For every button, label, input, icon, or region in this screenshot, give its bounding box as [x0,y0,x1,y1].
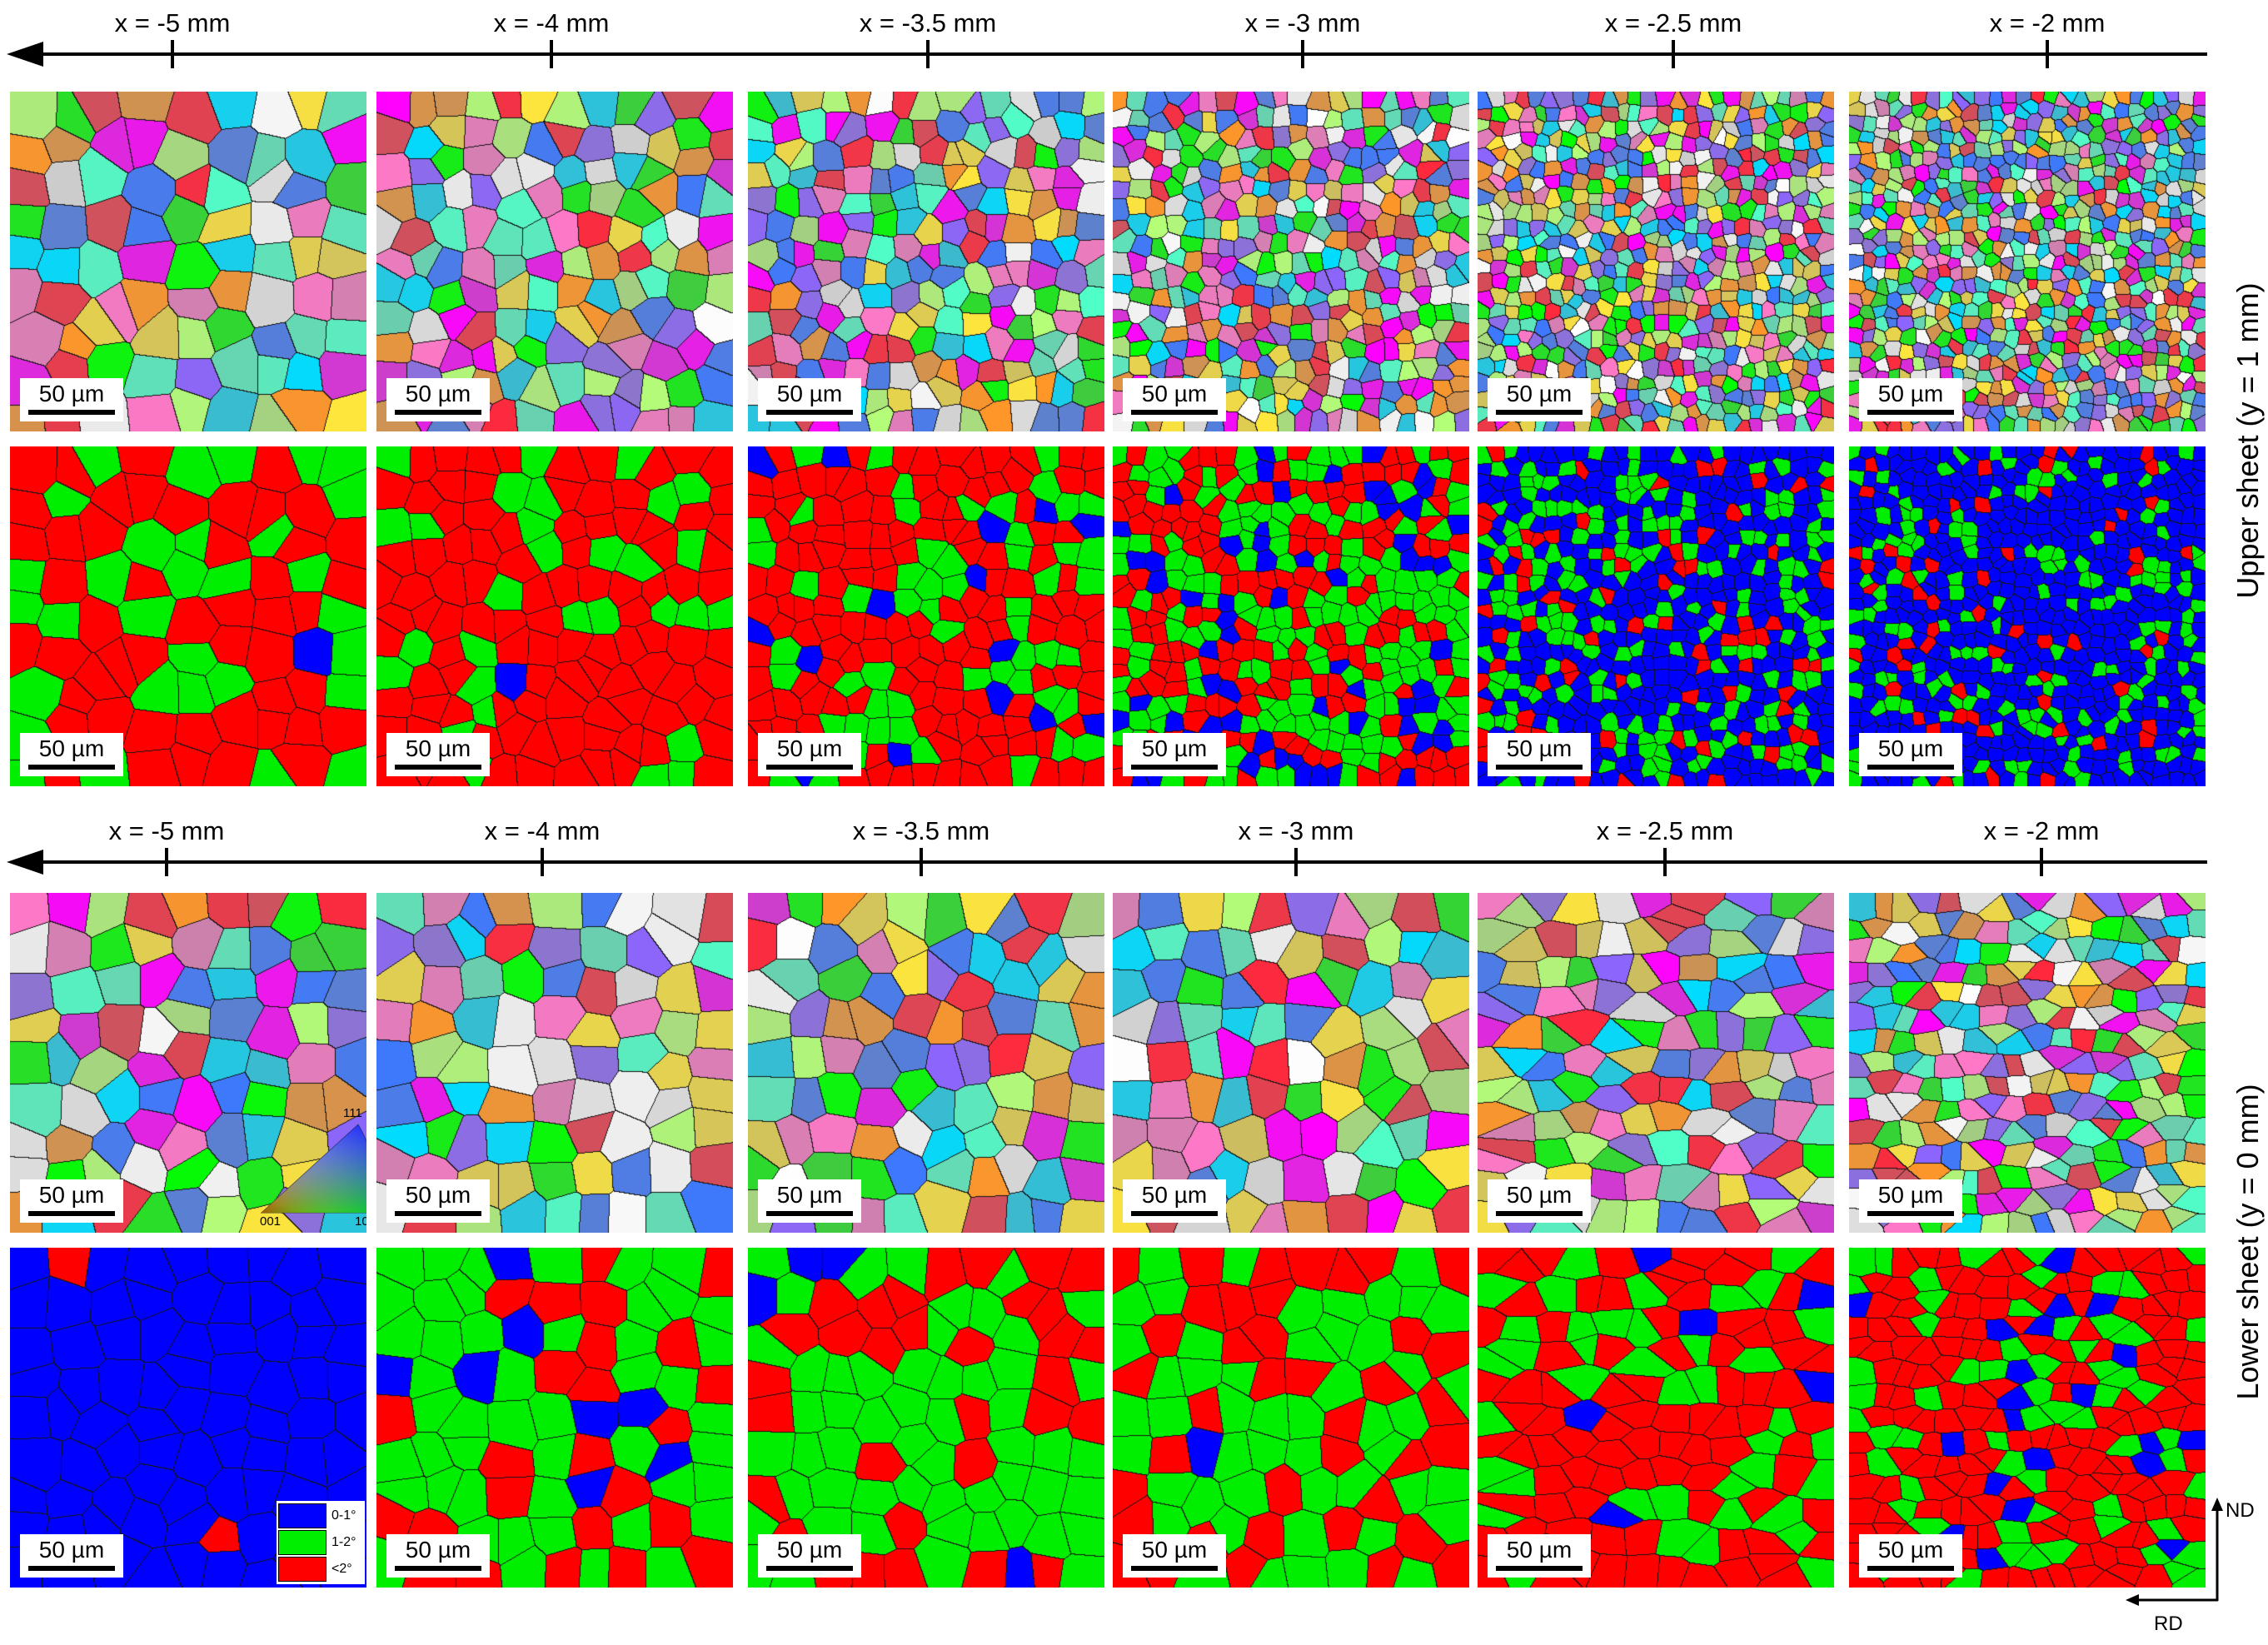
ipf-key-101: 101 [355,1214,366,1229]
upper-position-axis [7,40,2207,68]
upper-ipf-map: 50 µm [1113,92,1469,431]
legend-item: <2° [278,1556,363,1583]
upper-ipf-map: 50 µm [1478,92,1834,431]
scale-bar: 50 µm [20,733,123,776]
coordinate-axes: ND RD [2107,1491,2257,1641]
scale-bar: 50 µm [758,733,861,776]
lower-position-axis [7,848,2207,876]
upper-kam-map: 50 µm [748,446,1104,786]
upper-kam-map: 50 µm [1849,446,2206,786]
kam-legend: 0-1° 1-2° <2° [277,1501,365,1584]
scale-bar: 50 µm [1859,1534,1962,1578]
lower-ipf-map: 50 µm 111 001 [10,893,366,1233]
ipf-color-key: 111 001 101 [260,1106,366,1229]
scale-bar: 50 µm [386,1179,490,1223]
legend-swatch-red [278,1557,326,1582]
upper-position-label: x = -3 mm [1244,8,1361,37]
lower-kam-map: 50 µm 0-1° 1-2° <2° [10,1248,366,1588]
scale-bar: 50 µm [1859,378,1962,421]
scale-bar: 50 µm [758,378,861,421]
nd-rd-arrows-icon [2126,1498,2223,1606]
scale-bar: 50 µm [1123,733,1226,776]
lower-ipf-map: 50 µm [1849,893,2206,1233]
lower-ipf-map: 50 µm [1113,893,1469,1233]
scale-bar: 50 µm [386,733,490,776]
scale-bar: 50 µm [1859,1179,1962,1223]
upper-ipf-map: 50 µm [376,92,733,431]
lower-position-label: x = -4 mm [484,816,601,845]
rd-axis-label: RD [2154,1613,2183,1635]
lower-kam-map: 50 µm [1849,1248,2206,1588]
lower-position-label: x = -2 mm [1983,816,2100,845]
scale-bar: 50 µm [20,1179,123,1223]
scale-bar: 50 µm [1488,733,1591,776]
legend-item: 0-1° [278,1503,363,1529]
upper-kam-map: 50 µm [10,446,366,786]
scale-bar: 50 µm [758,1179,861,1223]
scale-bar: 50 µm [1488,1534,1591,1578]
ipf-key-001: 001 [260,1214,282,1229]
upper-sheet-label: Upper sheet (y = 1 mm) [2231,282,2265,599]
nd-axis-label: ND [2226,1499,2255,1522]
legend-item: 1-2° [278,1529,363,1556]
upper-position-label: x = -5 mm [114,8,231,37]
scale-bar: 50 µm [1123,1179,1226,1223]
scale-bar: 50 µm [386,1534,490,1578]
scale-bar: 50 µm [1859,733,1962,776]
upper-ipf-map: 50 µm [10,92,366,431]
upper-ipf-map: 50 µm [1849,92,2206,431]
lower-ipf-map: 50 µm [376,893,733,1233]
upper-position-label: x = -2.5 mm [1604,8,1742,37]
scale-bar: 50 µm [1123,378,1226,421]
scale-bar: 50 µm [1488,378,1591,421]
lower-position-label: x = -5 mm [108,816,225,845]
lower-ipf-map: 50 µm [748,893,1104,1233]
upper-kam-map: 50 µm [376,446,733,786]
ipf-key-111: 111 [343,1106,362,1120]
upper-position-label: x = -3.5 mm [859,8,997,37]
scale-bar: 50 µm [386,378,490,421]
scale-bar: 50 µm [20,1534,123,1578]
scale-bar: 50 µm [758,1534,861,1578]
legend-swatch-green [278,1530,326,1555]
lower-position-label: x = -3 mm [1238,816,1354,845]
upper-kam-map: 50 µm [1113,446,1469,786]
legend-swatch-blue [278,1503,326,1528]
lower-kam-map: 50 µm [1478,1248,1834,1588]
lower-sheet-label: Lower sheet (y = 0 mm) [2231,1084,2265,1400]
lower-kam-map: 50 µm [376,1248,733,1588]
lower-kam-map: 50 µm [748,1248,1104,1588]
upper-position-label: x = -2 mm [1989,8,2106,37]
lower-kam-map: 50 µm [1113,1248,1469,1588]
lower-position-label: x = -2.5 mm [1596,816,1734,845]
lower-position-label: x = -3.5 mm [852,816,990,845]
scale-bar: 50 µm [1488,1179,1591,1223]
lower-ipf-map: 50 µm [1478,893,1834,1233]
upper-kam-map: 50 µm [1478,446,1834,786]
upper-ipf-map: 50 µm [748,92,1104,431]
upper-position-label: x = -4 mm [493,8,610,37]
scale-bar: 50 µm [20,378,123,421]
scale-bar: 50 µm [1123,1534,1226,1578]
